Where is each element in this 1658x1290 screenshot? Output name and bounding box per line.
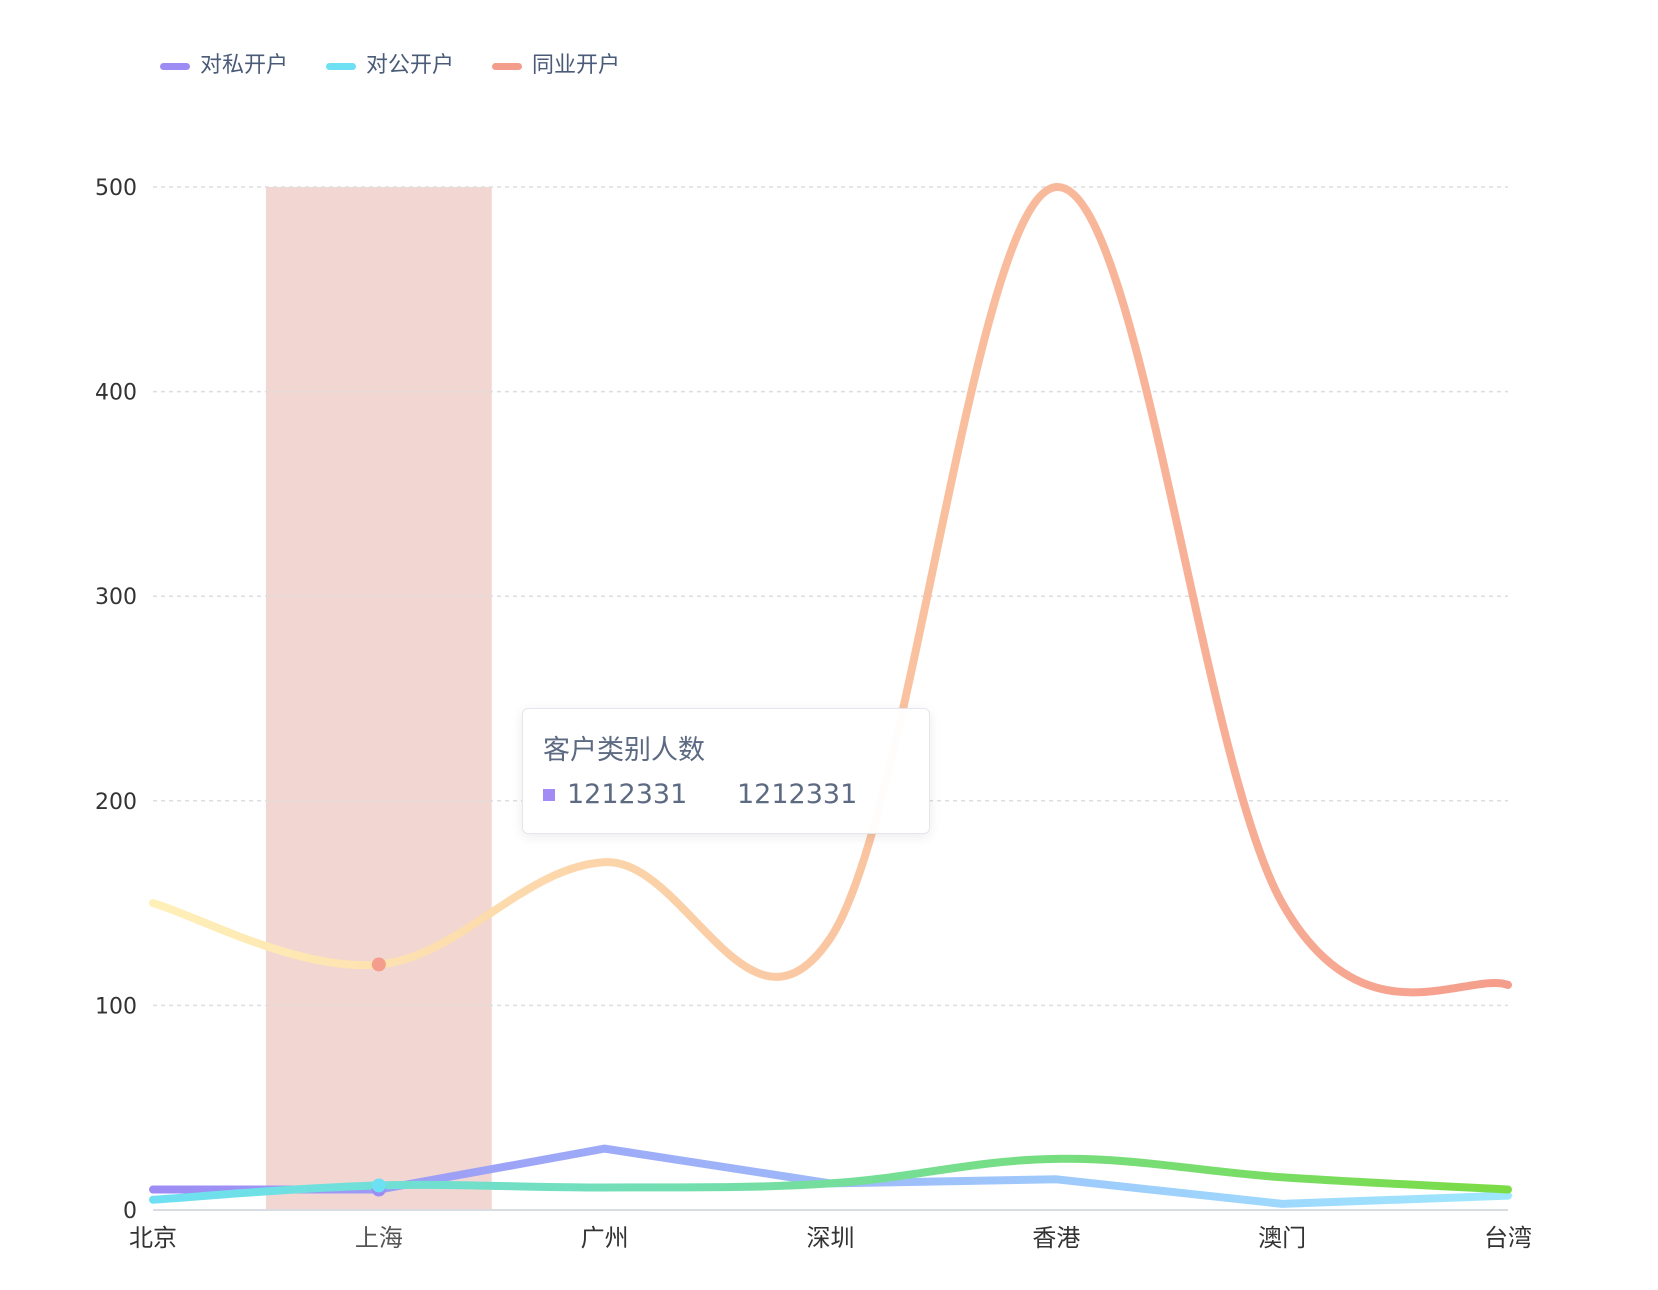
- x-tick-label-5: 澳门: [1258, 1224, 1306, 1252]
- legend-item-interbank[interactable]: 同业开户: [492, 55, 620, 77]
- x-tick-label-4: 香港: [1032, 1224, 1080, 1252]
- x-tick-label-0: 北京: [129, 1224, 177, 1252]
- legend-label-interbank: 同业开户: [532, 53, 621, 78]
- legend-swatch-corporate: [326, 62, 357, 70]
- tooltip-row: 1212331 1212331: [543, 781, 857, 808]
- tooltip-title: 客户类别人数: [543, 735, 705, 766]
- x-tick-label-1: 上海: [355, 1224, 403, 1252]
- legend-label-private: 对私开户: [200, 53, 289, 78]
- tooltip-row-name: 1212331: [567, 779, 688, 810]
- y-tick-label-400: 400: [95, 381, 137, 406]
- tooltip-marker: [543, 788, 555, 801]
- y-tick-label-200: 200: [95, 790, 137, 815]
- legend-item-private[interactable]: 对私开户: [160, 55, 288, 77]
- x-tick-label-6: 台湾: [1484, 1224, 1532, 1252]
- legend-label-corporate: 对公开户: [366, 53, 455, 78]
- legend-swatch-interbank: [492, 62, 523, 70]
- x-tick-label-3: 深圳: [807, 1224, 855, 1252]
- tooltip: 客户类别人数 1212331 1212331: [522, 708, 930, 834]
- legend: 对私开户 对公开户 同业开户: [160, 55, 658, 77]
- legend-swatch-private: [160, 62, 190, 70]
- y-tick-label-500: 500: [95, 176, 137, 201]
- point-layer: [371, 957, 386, 1197]
- series-point-2-1[interactable]: [371, 957, 386, 972]
- legend-item-corporate[interactable]: 对公开户: [326, 55, 454, 77]
- grid-layer: [153, 186, 1508, 1007]
- y-tick-label-0: 0: [123, 1199, 137, 1224]
- highlight-band-layer: [265, 187, 492, 1210]
- axis-layer: 0 100 200 300 400 500 北京 上海 广州 深圳 香港 澳门 台湾: [95, 176, 1532, 1252]
- series-point-1-1[interactable]: [371, 1178, 386, 1193]
- series-line-2: [149, 182, 1512, 997]
- x-tick-label-2: 广州: [581, 1224, 629, 1252]
- tooltip-row-value: 1212331: [737, 779, 858, 810]
- highlight-band: [265, 187, 492, 1210]
- y-tick-label-300: 300: [95, 585, 137, 610]
- y-tick-label-100: 100: [95, 994, 137, 1019]
